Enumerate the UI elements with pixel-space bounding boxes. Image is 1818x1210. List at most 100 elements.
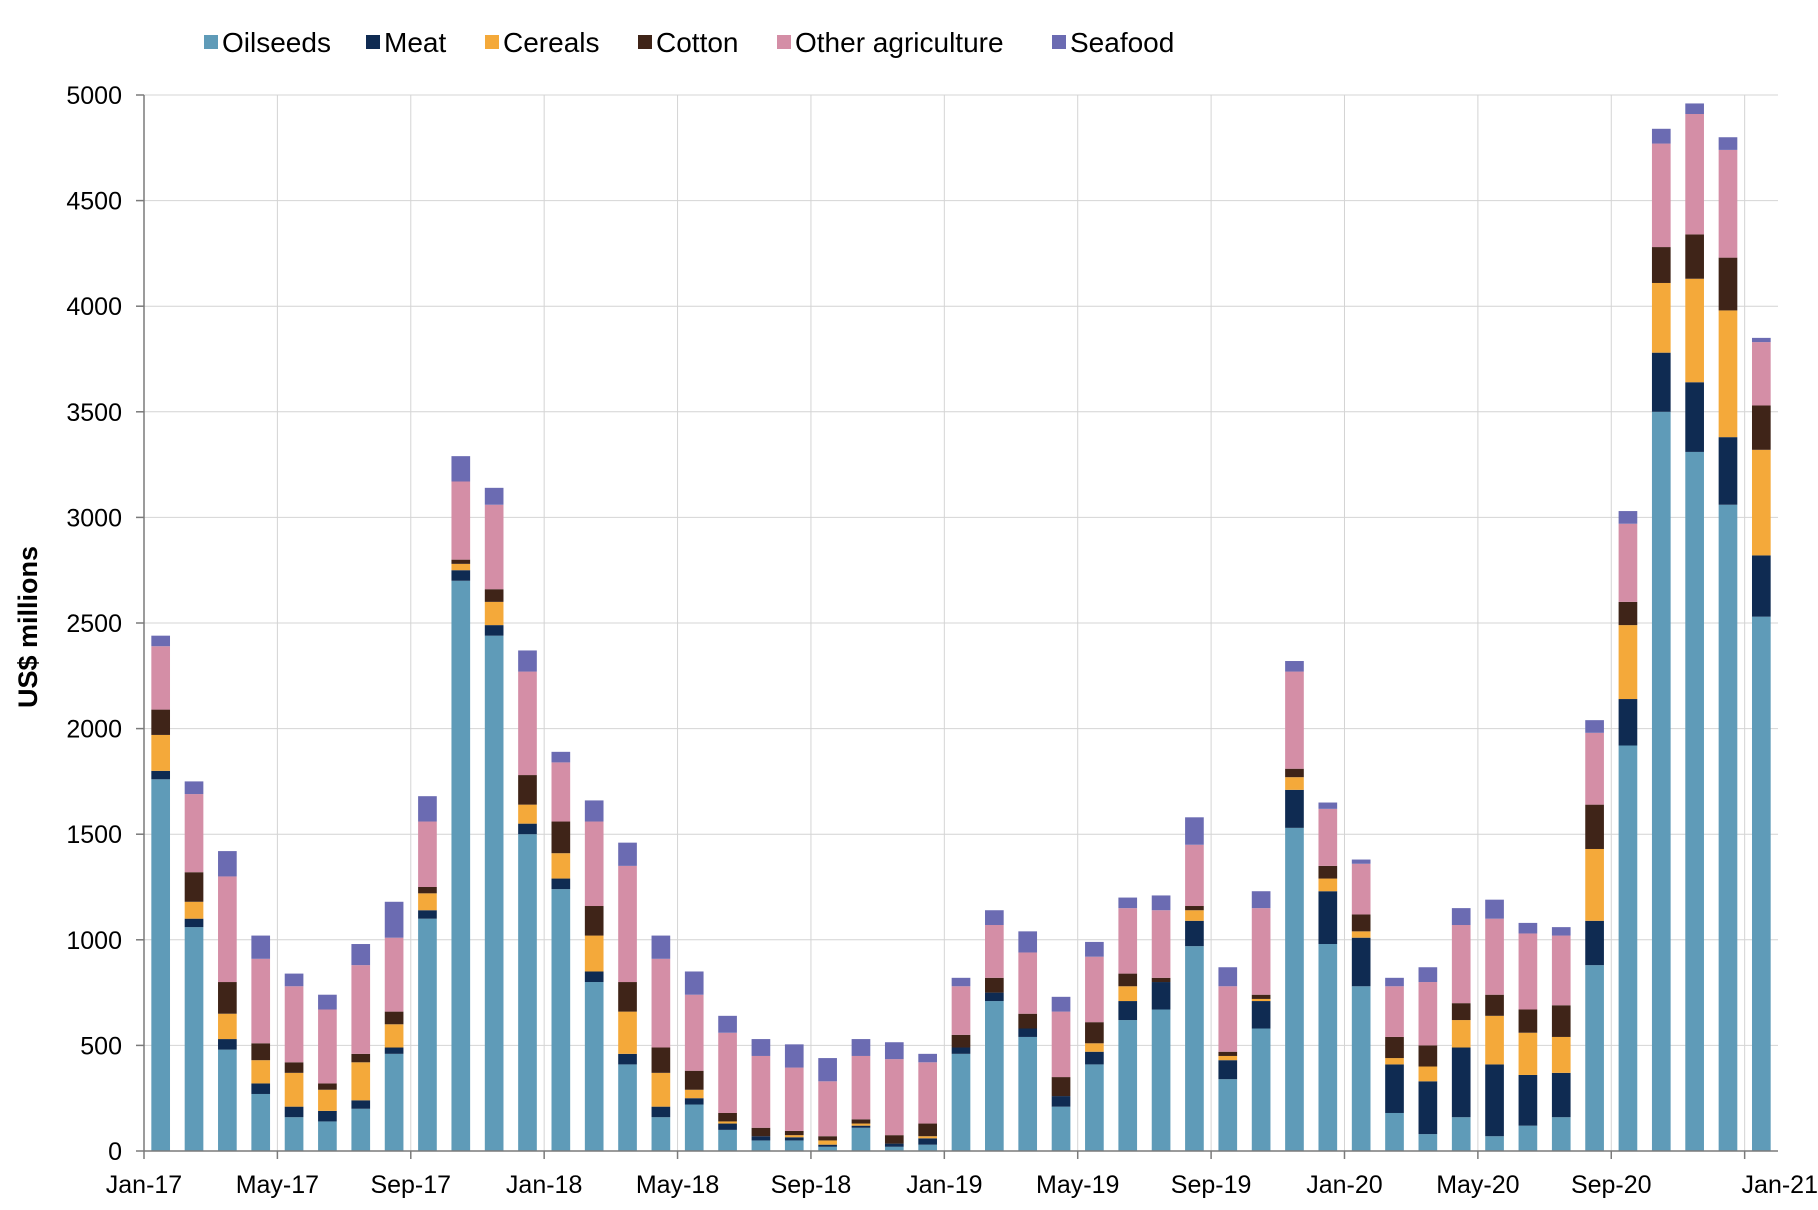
bar-segment [1551,927,1571,936]
bar-segment [1051,1011,1071,1078]
bar-segment [1551,1005,1571,1037]
x-tick-label: Jan-18 [506,1171,582,1199]
bar-segment [1685,234,1704,279]
bar-segment [1318,802,1338,809]
legend-swatch [204,35,218,49]
bar-segment [918,1062,937,1124]
bar-segment [218,1039,237,1050]
bar-segment [1651,247,1671,283]
bar-segment [1351,914,1371,932]
bar-segment [1018,931,1038,953]
bar-segment [1618,601,1638,626]
bar-segment [1585,804,1604,849]
bar-segment [1451,908,1471,926]
bar-segment [1118,1020,1138,1151]
bar-segment [1418,967,1438,983]
bar-segment [1051,996,1071,1012]
bar-segment [484,635,504,1151]
bar-segment [584,821,604,907]
bar-segment [1085,1043,1104,1052]
bar-segment [851,1127,871,1151]
bar-segment [1718,437,1738,505]
bar-segment [1051,1077,1071,1097]
bar-segment [451,570,471,581]
bar-segment [1218,1060,1238,1080]
legend-swatch [638,35,652,49]
bar-segment [1751,405,1771,450]
y-axis-title: US$ millions [13,546,43,708]
bar-segment [818,1146,837,1151]
bar-segment [1251,891,1271,909]
bar-segment [751,1039,771,1056]
bar-segment [418,887,437,894]
bar-segment [718,1121,737,1124]
bar-segment [651,935,671,959]
bar-segment [684,994,704,1071]
legend-label: Cotton [656,27,739,58]
bar-segment [1485,1015,1504,1065]
bar-segment [1518,1074,1538,1126]
bar-segment [1185,920,1204,947]
bar-segment [1151,1009,1171,1151]
bar-segment [318,1121,337,1151]
bar-segment [551,762,571,822]
bar-segment [1251,1028,1271,1151]
legend-swatch [485,35,499,49]
bar-segment [1751,616,1771,1151]
bar-segment [751,1055,771,1128]
bar-segment [351,965,371,1054]
bar-segment [251,1093,271,1151]
bar-segment [584,935,604,972]
bar-segment [918,1138,937,1145]
bar-segment [151,635,171,647]
bar-segment [284,973,304,987]
bar-segment [1251,1001,1271,1029]
bar-segment [1551,935,1571,1006]
bar-segment [218,876,237,983]
y-tick-label: 2500 [66,610,122,638]
bar-segment [1451,1047,1471,1118]
legend-item: Cereals [485,27,599,58]
bar-segment [584,800,604,822]
bar-segment [284,986,304,1063]
bars [151,103,1771,1152]
bar-segment [518,823,537,835]
x-tick-label: May-18 [636,1171,719,1199]
bar-segment [1151,895,1171,911]
bar-segment [1618,511,1638,524]
bar-segment [718,1015,737,1033]
bar-segment [784,1140,804,1151]
x-tick-label: Sep-20 [1571,1171,1652,1199]
bar-segment [1485,1136,1504,1151]
bar-segment [618,982,637,1012]
bar-segment [1751,337,1771,343]
bar-segment [384,1053,404,1151]
bar-segment [318,1009,337,1084]
bar-segment [1685,103,1704,115]
bar-segment [651,1117,671,1151]
bar-segment [318,994,337,1010]
bar-segment [951,986,971,1035]
bar-segment [951,1053,971,1151]
x-tick-label: Sep-19 [1171,1171,1252,1199]
bar-segment [218,1013,237,1040]
bar-segment [918,1123,937,1137]
bar-segment [851,1119,871,1124]
bar-segment [651,1106,671,1118]
bar-segment [985,1001,1004,1151]
bar-segment [1351,937,1371,987]
bar-segment [284,1117,304,1151]
bar-segment [1051,1096,1071,1107]
legend-label: Seafood [1070,27,1174,58]
bar-segment [1385,986,1404,1037]
bar-segment [1018,1028,1038,1037]
bar-segment [784,1137,804,1141]
bar-segment [384,1011,404,1025]
legend-swatch [1052,35,1066,49]
legend-item: Cotton [638,27,739,58]
bar-segment [1618,745,1638,1151]
bar-segment [784,1135,804,1138]
bar-segment [518,775,537,805]
bar-segment [784,1067,804,1131]
bar-segment [484,589,504,602]
